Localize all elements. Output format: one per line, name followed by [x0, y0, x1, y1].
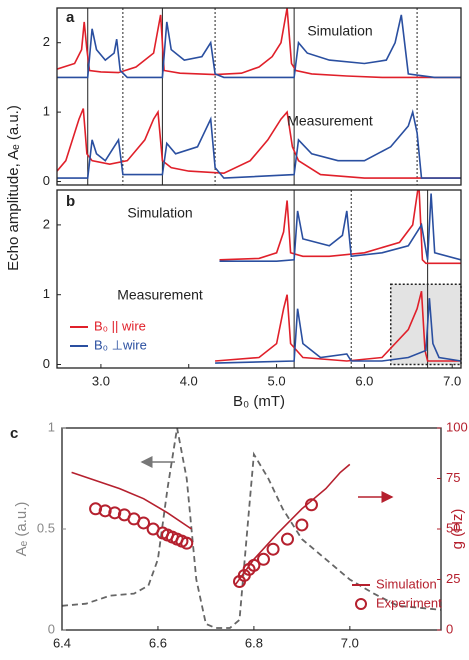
y-tick-label: 1 — [43, 286, 50, 301]
y2-tick-label: 75 — [446, 470, 460, 485]
legend-label: Simulation — [376, 576, 437, 591]
y-tick-label: 1 — [43, 104, 50, 119]
annotation: Measurement — [287, 113, 373, 129]
x-tick-label: 6.6 — [149, 635, 167, 650]
y2-tick-label: 25 — [446, 571, 460, 586]
y-tick-label: 0 — [48, 621, 55, 636]
annotation: Simulation — [127, 205, 192, 221]
x-tick-label: 6.4 — [53, 635, 71, 650]
data-line — [57, 112, 461, 178]
data-point — [282, 534, 293, 545]
legend-label: B₀ || wire — [94, 318, 146, 333]
panel-label: b — [66, 193, 75, 210]
y-tick-label: 0 — [43, 356, 50, 371]
panel-label: c — [10, 425, 18, 442]
y2-tick-label: 100 — [446, 419, 468, 434]
panel-label: a — [66, 9, 75, 26]
data-point — [268, 544, 279, 555]
data-line — [220, 183, 462, 263]
y2-axis-label: g (Hz) — [449, 509, 466, 550]
annotation: Simulation — [307, 23, 372, 39]
data-point — [296, 519, 307, 530]
y2-tick-label: 0 — [446, 621, 453, 636]
x-tick-label: 7.0 — [341, 635, 359, 650]
annotation: Measurement — [117, 287, 203, 303]
y-tick-label: 0 — [43, 173, 50, 188]
x-tick-label: 6.8 — [245, 635, 263, 650]
x-tick-label: 6.0 — [355, 373, 373, 388]
data-point — [258, 554, 269, 565]
x-tick-label: 5.0 — [268, 373, 286, 388]
y-axis-label: Echo amplitude, Aₑ (a.u.) — [5, 105, 22, 271]
data-line — [57, 109, 461, 179]
y-tick-label: 2 — [43, 34, 50, 49]
x-tick-label: 7.0 — [443, 373, 461, 388]
data-line — [57, 15, 461, 78]
x-axis-label: B₀ (mT) — [233, 393, 285, 410]
y-tick-label: 1 — [48, 419, 55, 434]
y-tick-label: 0.5 — [37, 520, 55, 535]
y-tick-label: 2 — [43, 216, 50, 231]
y-axis-label: Aₑ (a.u.) — [13, 502, 30, 557]
legend-marker — [356, 599, 366, 609]
legend-label: Experiment — [376, 595, 442, 610]
x-tick-label: 3.0 — [92, 373, 110, 388]
x-tick-label: 4.0 — [180, 373, 198, 388]
legend-label: B₀ ⊥wire — [94, 337, 147, 352]
axes-frame — [57, 8, 461, 185]
data-line — [220, 194, 462, 262]
